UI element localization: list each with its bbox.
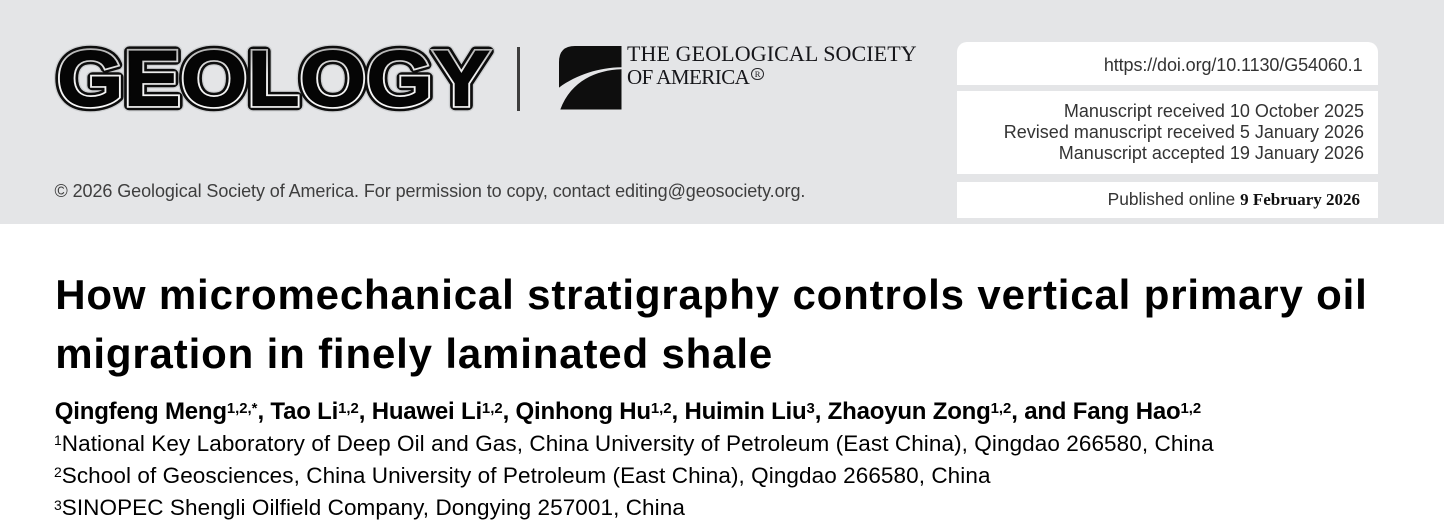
svg-text:GEOLOGY: GEOLOGY [57, 43, 490, 119]
svg-text:GEOLOGY: GEOLOGY [57, 43, 490, 119]
svg-text:GEOLOGY: GEOLOGY [57, 43, 490, 119]
svg-text:GEOLOGY: GEOLOGY [57, 43, 490, 119]
